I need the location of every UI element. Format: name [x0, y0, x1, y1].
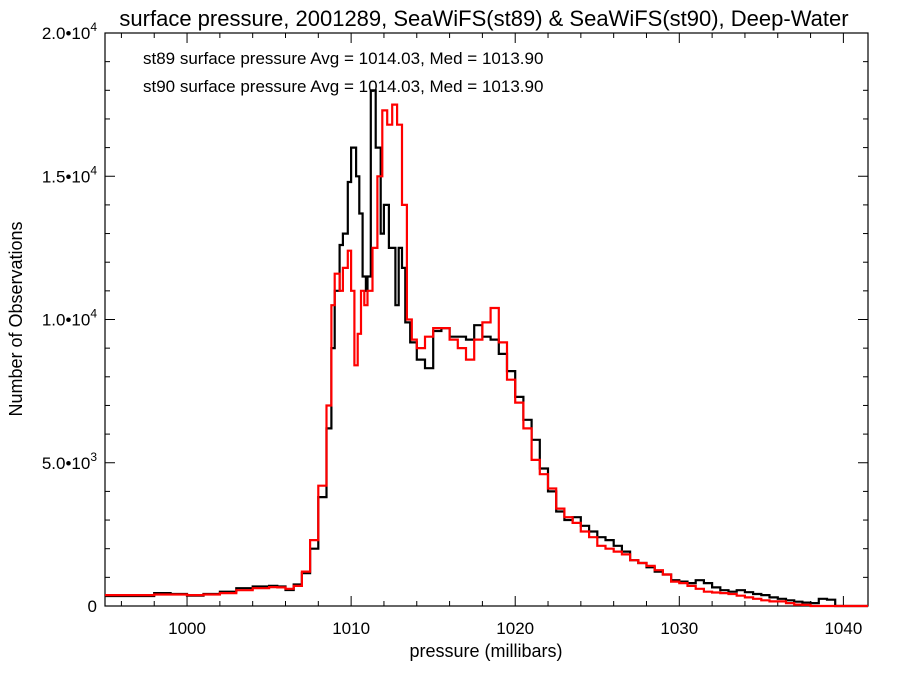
y-tick-label: 2.0•104	[42, 20, 98, 43]
plot-frame	[104, 32, 869, 607]
y-tick-label: 5.0•103	[42, 450, 98, 473]
x-axis: 1000 1010 1020 1030 1040	[120, 33, 862, 638]
legend-entry-st90: st90 surface pressure Avg = 1014.03, Med…	[143, 77, 543, 96]
x-tick-label: 1000	[168, 619, 206, 638]
series-st89-line	[105, 89, 868, 608]
series-st90-line	[105, 103, 868, 608]
series-layer	[105, 89, 868, 608]
x-tick-label: 1020	[496, 619, 534, 638]
legend-entry-st89: st89 surface pressure Avg = 1014.03, Med…	[143, 49, 543, 68]
x-tick-label: 1040	[824, 619, 862, 638]
x-axis-label: pressure (millibars)	[409, 641, 562, 661]
y-tick-label: 1.5•104	[42, 163, 98, 186]
y-tick-label: 1.0•104	[42, 307, 98, 330]
y-tick-label: 0	[88, 597, 97, 616]
y-axis-label: Number of Observations	[6, 221, 26, 416]
x-tick-label: 1030	[660, 619, 698, 638]
y-axis: 0 5.0•103 1.0•104 1.5•104 2.0•104	[42, 20, 868, 616]
x-tick-label: 1010	[332, 619, 370, 638]
chart-title: surface pressure, 2001289, SeaWiFS(st89)…	[119, 6, 848, 31]
